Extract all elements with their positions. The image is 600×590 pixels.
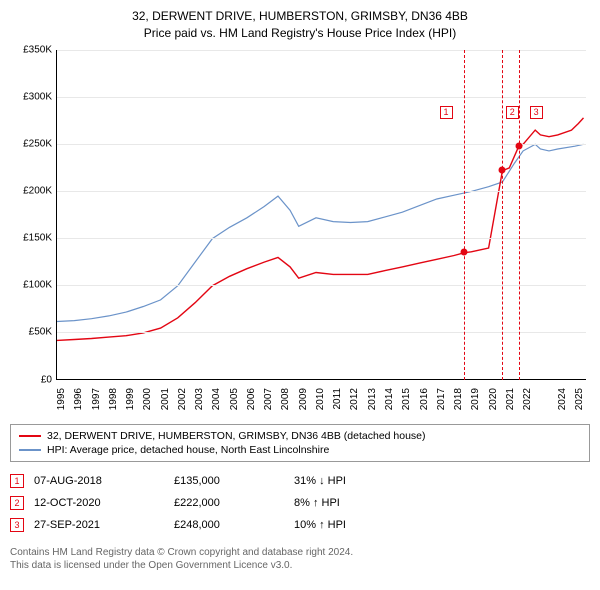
y-tick-label: £350K [23, 44, 52, 55]
x-tick-label: 2000 [142, 388, 153, 410]
x-tick-label: 1996 [73, 388, 84, 410]
event-date: 07-AUG-2018 [34, 475, 164, 487]
event-marker: 3 [10, 518, 24, 532]
gridline [57, 238, 586, 239]
footer-line-2: This data is licensed under the Open Gov… [10, 559, 590, 572]
y-tick-label: £150K [23, 233, 52, 244]
x-tick-label: 2007 [263, 388, 274, 410]
x-tick-label: 2016 [419, 388, 430, 410]
y-tick-label: £200K [23, 186, 52, 197]
gridline [57, 144, 586, 145]
x-tick-label: 1997 [91, 388, 102, 410]
x-tick-label: 2014 [384, 388, 395, 410]
x-tick-label: 2005 [229, 388, 240, 410]
x-tick-label: 2013 [367, 388, 378, 410]
x-tick-label: 2001 [160, 388, 171, 410]
gridline [57, 191, 586, 192]
x-tick-label: 2004 [211, 388, 222, 410]
y-axis-labels: £0£50K£100K£150K£200K£250K£300K£350K [10, 50, 56, 380]
x-tick-label: 2010 [315, 388, 326, 410]
x-tick-label: 2006 [246, 388, 257, 410]
chart-sale-marker: 2 [506, 106, 519, 119]
x-tick-label: 1995 [56, 388, 67, 410]
legend-row: 32, DERWENT DRIVE, HUMBERSTON, GRIMSBY, … [19, 429, 581, 443]
chart-sale-marker: 3 [530, 106, 543, 119]
sale-dot [515, 142, 522, 149]
x-tick-label: 2015 [401, 388, 412, 410]
legend-label: 32, DERWENT DRIVE, HUMBERSTON, GRIMSBY, … [47, 430, 426, 442]
footer-line-1: Contains HM Land Registry data © Crown c… [10, 546, 590, 559]
property-line [57, 117, 584, 340]
x-axis-labels: 1995 1996 1997 1998 1999 2000 2001 2002 2003 2004… [56, 384, 586, 420]
sale-dashed-line [502, 50, 503, 380]
y-tick-label: £0 [41, 374, 52, 385]
page-container: 32, DERWENT DRIVE, HUMBERSTON, GRIMSBY, … [0, 0, 600, 580]
gridline [57, 332, 586, 333]
legend-label: HPI: Average price, detached house, Nort… [47, 444, 329, 456]
x-tick-label: 2025 [574, 388, 585, 410]
legend-swatch [19, 435, 41, 437]
x-tick-label: 2022 [522, 388, 533, 410]
chart-sale-marker: 1 [440, 106, 453, 119]
x-tick-label: 2008 [280, 388, 291, 410]
x-tick-label: 1999 [125, 388, 136, 410]
legend: 32, DERWENT DRIVE, HUMBERSTON, GRIMSBY, … [10, 424, 590, 462]
x-tick-label: 2018 [453, 388, 464, 410]
sale-dashed-line [464, 50, 465, 380]
event-row: 2 12-OCT-2020 £222,000 8% ↑ HPI [10, 492, 590, 514]
x-tick-label: 2017 [436, 388, 447, 410]
x-tick-label: 2021 [505, 388, 516, 410]
event-diff: 10% ↑ HPI [294, 519, 414, 531]
event-date: 27-SEP-2021 [34, 519, 164, 531]
sale-dashed-line [519, 50, 520, 380]
title-line-2: Price paid vs. HM Land Registry's House … [10, 25, 590, 42]
event-row: 1 07-AUG-2018 £135,000 31% ↓ HPI [10, 470, 590, 492]
chart-area: £0£50K£100K£150K£200K£250K£300K£350K 123… [10, 50, 590, 420]
sale-dot [499, 167, 506, 174]
event-price: £135,000 [174, 475, 284, 487]
line-svg [57, 50, 587, 380]
event-row: 3 27-SEP-2021 £248,000 10% ↑ HPI [10, 514, 590, 536]
sale-dot [461, 249, 468, 256]
gridline [57, 97, 586, 98]
events-table: 1 07-AUG-2018 £135,000 31% ↓ HPI 2 12-OCT-202… [10, 470, 590, 536]
gridline [57, 50, 586, 51]
x-tick-label: 1998 [108, 388, 119, 410]
x-tick-label: 2020 [488, 388, 499, 410]
x-tick-label: 2012 [349, 388, 360, 410]
chart-title: 32, DERWENT DRIVE, HUMBERSTON, GRIMSBY, … [10, 8, 590, 42]
y-tick-label: £100K [23, 280, 52, 291]
y-tick-label: £300K [23, 91, 52, 102]
x-tick-label: 2024 [557, 388, 568, 410]
x-tick-label: 2019 [470, 388, 481, 410]
event-price: £248,000 [174, 519, 284, 531]
legend-row: HPI: Average price, detached house, Nort… [19, 443, 581, 457]
plot-area: 1 23 [56, 50, 586, 380]
x-tick-label: 2009 [298, 388, 309, 410]
event-diff: 31% ↓ HPI [294, 475, 414, 487]
legend-swatch [19, 449, 41, 451]
title-line-1: 32, DERWENT DRIVE, HUMBERSTON, GRIMSBY, … [10, 8, 590, 25]
event-date: 12-OCT-2020 [34, 497, 164, 509]
event-price: £222,000 [174, 497, 284, 509]
footer-attribution: Contains HM Land Registry data © Crown c… [10, 546, 590, 572]
y-tick-label: £50K [29, 327, 52, 338]
x-tick-label: 2002 [177, 388, 188, 410]
x-tick-label: 2003 [194, 388, 205, 410]
event-marker: 2 [10, 496, 24, 510]
x-tick-label: 2011 [332, 388, 343, 410]
y-tick-label: £250K [23, 138, 52, 149]
gridline [57, 285, 586, 286]
event-marker: 1 [10, 474, 24, 488]
event-diff: 8% ↑ HPI [294, 497, 414, 509]
